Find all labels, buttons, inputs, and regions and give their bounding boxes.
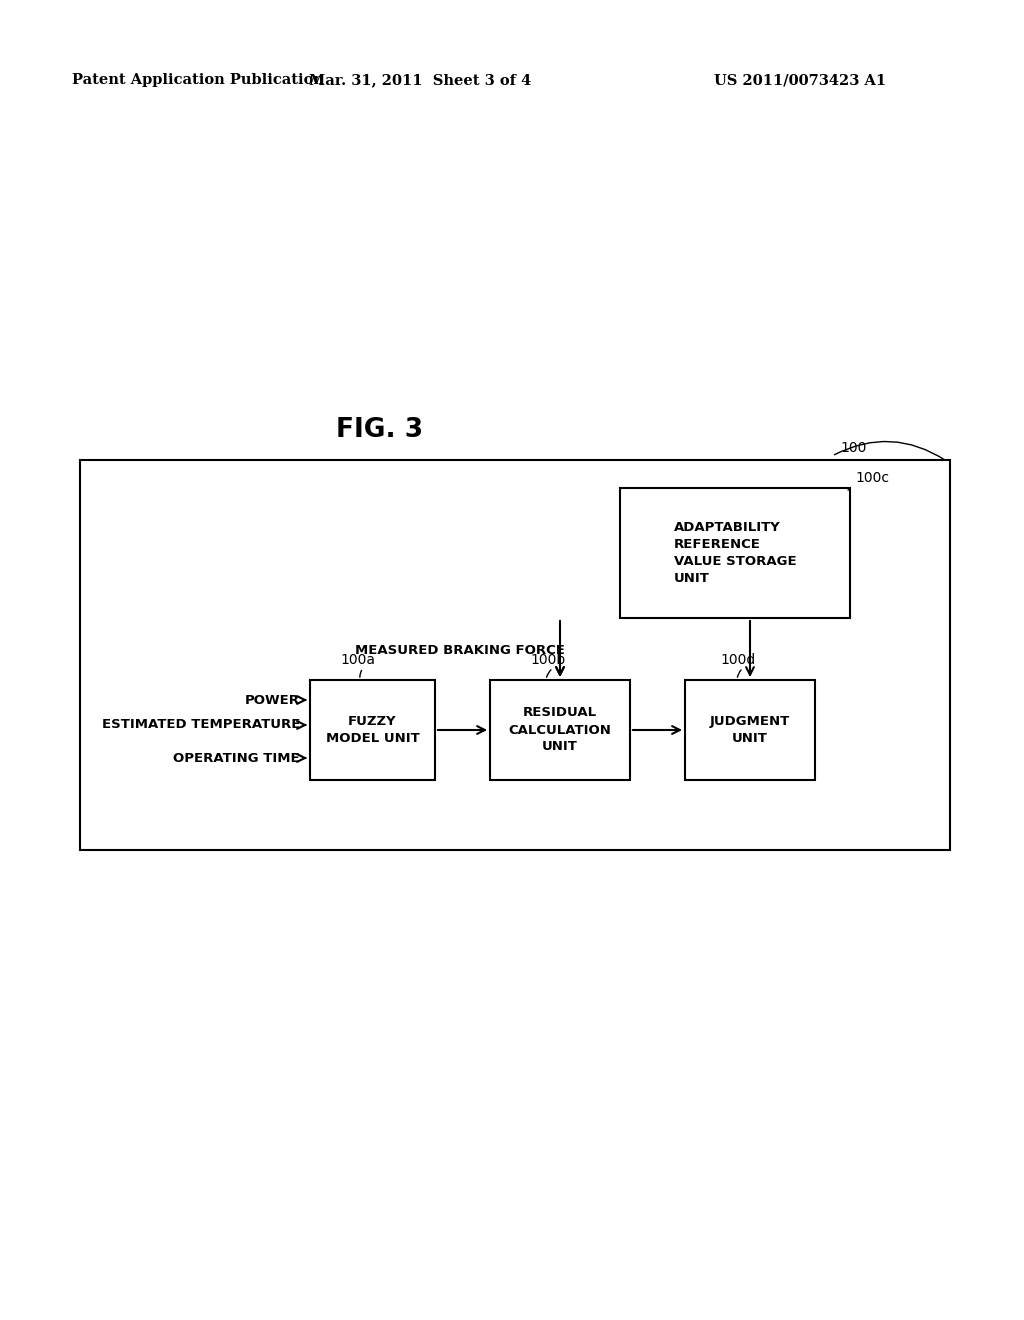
Text: 100d: 100d (720, 653, 756, 667)
Bar (620, 488, 850, 618)
Text: FUZZY
MODEL UNIT: FUZZY MODEL UNIT (326, 715, 420, 744)
Text: OPERATING TIME: OPERATING TIME (173, 751, 300, 764)
Bar (490, 680, 630, 780)
Text: RESIDUAL
CALCULATION
UNIT: RESIDUAL CALCULATION UNIT (509, 706, 611, 754)
Text: 100: 100 (840, 441, 866, 455)
Text: Patent Application Publication: Patent Application Publication (72, 73, 324, 87)
Text: FIG. 3: FIG. 3 (337, 417, 424, 444)
Text: MEASURED BRAKING FORCE: MEASURED BRAKING FORCE (355, 644, 565, 656)
Text: POWER: POWER (245, 693, 300, 706)
Bar (310, 680, 435, 780)
Text: 100c: 100c (855, 471, 889, 484)
Text: 100a: 100a (341, 653, 376, 667)
Bar (80, 459, 950, 850)
Text: ADAPTABILITY
REFERENCE
VALUE STORAGE
UNIT: ADAPTABILITY REFERENCE VALUE STORAGE UNI… (674, 521, 797, 585)
Text: US 2011/0073423 A1: US 2011/0073423 A1 (714, 73, 886, 87)
Text: JUDGMENT
UNIT: JUDGMENT UNIT (710, 715, 791, 744)
Bar (685, 680, 815, 780)
Text: Mar. 31, 2011  Sheet 3 of 4: Mar. 31, 2011 Sheet 3 of 4 (309, 73, 531, 87)
Text: ESTIMATED TEMPERATURE: ESTIMATED TEMPERATURE (101, 718, 300, 731)
Text: 100b: 100b (530, 653, 565, 667)
